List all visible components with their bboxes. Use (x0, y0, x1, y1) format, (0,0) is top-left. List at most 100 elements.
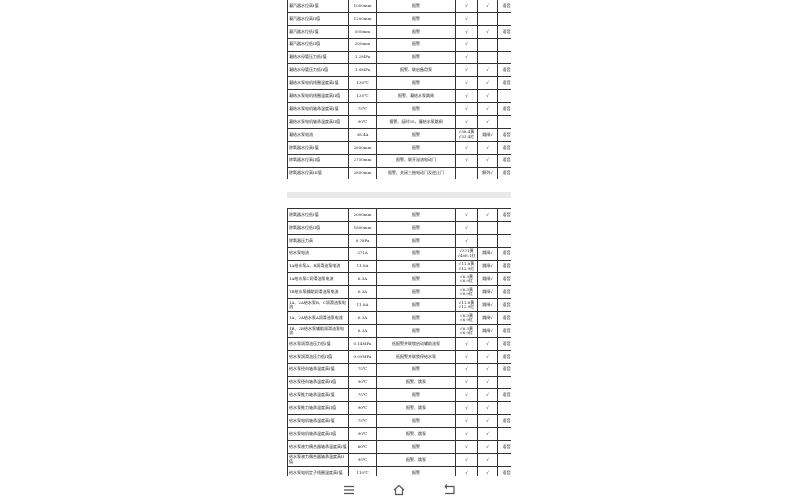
setpoint-value-cell: 6.3A (348, 285, 377, 300)
check-protection-cell: 跳闸√ (477, 311, 498, 326)
parameter-name-cell: 给水泵推力轴承温度高I值 (287, 388, 349, 403)
check-display-cell: √6.3黄 √6.9红 (455, 311, 478, 326)
check-display-cell: √ (455, 465, 478, 476)
check-display-cell: √ (455, 220, 478, 235)
check-protection-cell: √ (477, 336, 498, 351)
voice-alarm-cell (497, 233, 511, 248)
check-display-cell: √ (455, 336, 478, 351)
voice-alarm-cell: 语音报 (497, 324, 511, 338)
check-display-cell: √ (455, 452, 478, 467)
setpoint-value-cell: 130℃ (348, 76, 377, 91)
setpoint-value-cell: 0.14MPa (348, 336, 377, 351)
check-display-cell: √ (455, 375, 478, 390)
check-protection-cell: √ (477, 388, 498, 403)
table-row: 凝汽器水位低II值 300mm 报警 √ (287, 37, 511, 52)
setpoint-value-cell: 500mm (348, 24, 377, 39)
action-cell: 报警 (376, 298, 456, 313)
parameter-name-cell: 给水泵液力偶合器轴承温度高II值 (287, 452, 349, 467)
setpoint-value-cell: 2750mm (348, 153, 377, 168)
check-display-cell: √ (455, 24, 478, 39)
check-protection-cell: √ (477, 0, 498, 13)
action-cell: 报警 (376, 11, 456, 26)
document-page-1: 凝汽器水位高I值1000mm报警√√语音报凝汽器水位高II值1200mm报警√凝… (287, 0, 511, 179)
voice-alarm-cell: 语音报 (497, 63, 511, 78)
setpoint-value-cell: 90℃ (348, 401, 377, 416)
setpoint-value-cell: 6.3A (348, 311, 377, 326)
table-row: 给水泵液力偶合器轴承温度高II值 95℃ 报警、跳泵 √ √ (287, 452, 511, 467)
action-cell: 报警 (376, 246, 456, 261)
setpoint-value-cell: 1200mm (348, 11, 377, 26)
parameter-name-cell: 除氧器水位低II值 (287, 220, 349, 235)
check-protection-cell: 跳闸√ (477, 285, 498, 300)
back-icon[interactable] (442, 482, 456, 496)
menu-icon[interactable] (342, 482, 356, 496)
voice-alarm-cell: 语音报 (497, 336, 511, 351)
voice-alarm-cell (497, 427, 511, 442)
parameter-name-cell: 给水泵电机轴承温度高II值 (287, 427, 349, 442)
table-row: 凝结水泵电机线圈温度高II值 135℃ 报警、凝结水泵跳闸 √ √ (287, 89, 511, 104)
voice-alarm-cell: 语音报 (497, 76, 511, 91)
action-cell: 报警 (376, 362, 456, 377)
table-row: 给水泵电机轴承温度高II值 90℃ 报警、跳泵 √ √ (287, 427, 511, 442)
table-row: 凝结水泵电机轴承温度高II值 90℃ 报警、延时5S，凝结水泵跳闸 √ √ (287, 115, 511, 129)
parameter-name-cell: 除氧器水位高III值 (287, 166, 349, 179)
parameter-name-cell: 凝汽器水位低II值 (287, 37, 349, 52)
check-protection-cell: √ (477, 375, 498, 390)
voice-alarm-cell: 语音报 (497, 153, 511, 168)
setpoint-value-cell: 75℃ (348, 102, 377, 117)
action-cell: 报警、跳泵 (376, 427, 456, 442)
voice-alarm-cell (497, 11, 511, 26)
action-cell: 报警 (376, 102, 456, 117)
check-display-cell: √ (455, 89, 478, 104)
check-display-cell: √ (455, 153, 478, 168)
check-display-cell: √ (455, 362, 478, 377)
check-display-cell: √ (455, 76, 478, 91)
action-cell: 报警 (376, 414, 456, 429)
home-icon[interactable] (392, 482, 406, 496)
voice-alarm-cell (497, 115, 511, 129)
document-viewer[interactable]: 凝汽器水位高I值1000mm报警√√语音报凝汽器水位高II值1200mm报警√凝… (0, 0, 800, 478)
voice-alarm-cell: 语音报 (497, 0, 511, 13)
parameter-name-cell: 除氧器水位高I值 (287, 140, 349, 155)
action-cell: 报警、联启备用泵 (376, 63, 456, 78)
navigation-bar (0, 478, 800, 500)
action-cell: 报警 (376, 208, 456, 222)
parameter-name-cell: 除氧器水位低I值 (287, 208, 349, 222)
action-cell: 报警、跳泵 (376, 452, 456, 467)
action-cell: 报警、凝结水泵跳闸 (376, 89, 456, 104)
voice-alarm-cell: 语音报 (497, 440, 511, 454)
check-display-cell: √ (455, 140, 478, 155)
check-protection-cell (477, 220, 498, 235)
parameter-name-cell: 给水泵电机定子线圈温度高I值 (287, 465, 349, 476)
check-protection-cell: 跳闸√ (477, 298, 498, 313)
document-page-2: 除氧器水位低I值2000mm报警√√语音报除氧器水位低II值1800mm报警√除… (287, 208, 511, 476)
voice-alarm-cell (497, 37, 511, 52)
parameter-name-cell: 给水泵润滑油压力低I值 (287, 336, 349, 351)
voice-alarm-cell (497, 375, 511, 390)
action-cell: 报警 (376, 37, 456, 52)
parameter-name-cell: 给水泵润滑油压力低II值 (287, 349, 349, 364)
check-protection-cell: √ (477, 153, 498, 168)
check-display-cell: √ (455, 0, 478, 13)
alarm-table-page-2: 除氧器水位低I值2000mm报警√√语音报除氧器水位低II值1800mm报警√除… (287, 208, 511, 476)
action-cell: 报警 (376, 0, 456, 13)
voice-alarm-cell: 语音报 (497, 298, 511, 313)
action-cell: 低报警并联锁停给水泵 (376, 349, 456, 364)
parameter-name-cell: 给水泵液力偶合器轴承温度高I值 (287, 440, 349, 454)
check-display-cell: √ (455, 440, 478, 454)
check-display-cell: √ (455, 233, 478, 248)
check-display-cell: √11.8黄 √12.9红 (455, 259, 478, 274)
parameter-name-cell: 凝结水母管压力低II值 (287, 63, 349, 78)
check-display-cell: √ (455, 115, 478, 129)
check-display-cell (455, 166, 478, 179)
action-cell: 报警 (376, 272, 456, 287)
table-row: 给水泵径向轴承温度高II值 90℃ 报警、跳泵 √ √ (287, 375, 511, 390)
